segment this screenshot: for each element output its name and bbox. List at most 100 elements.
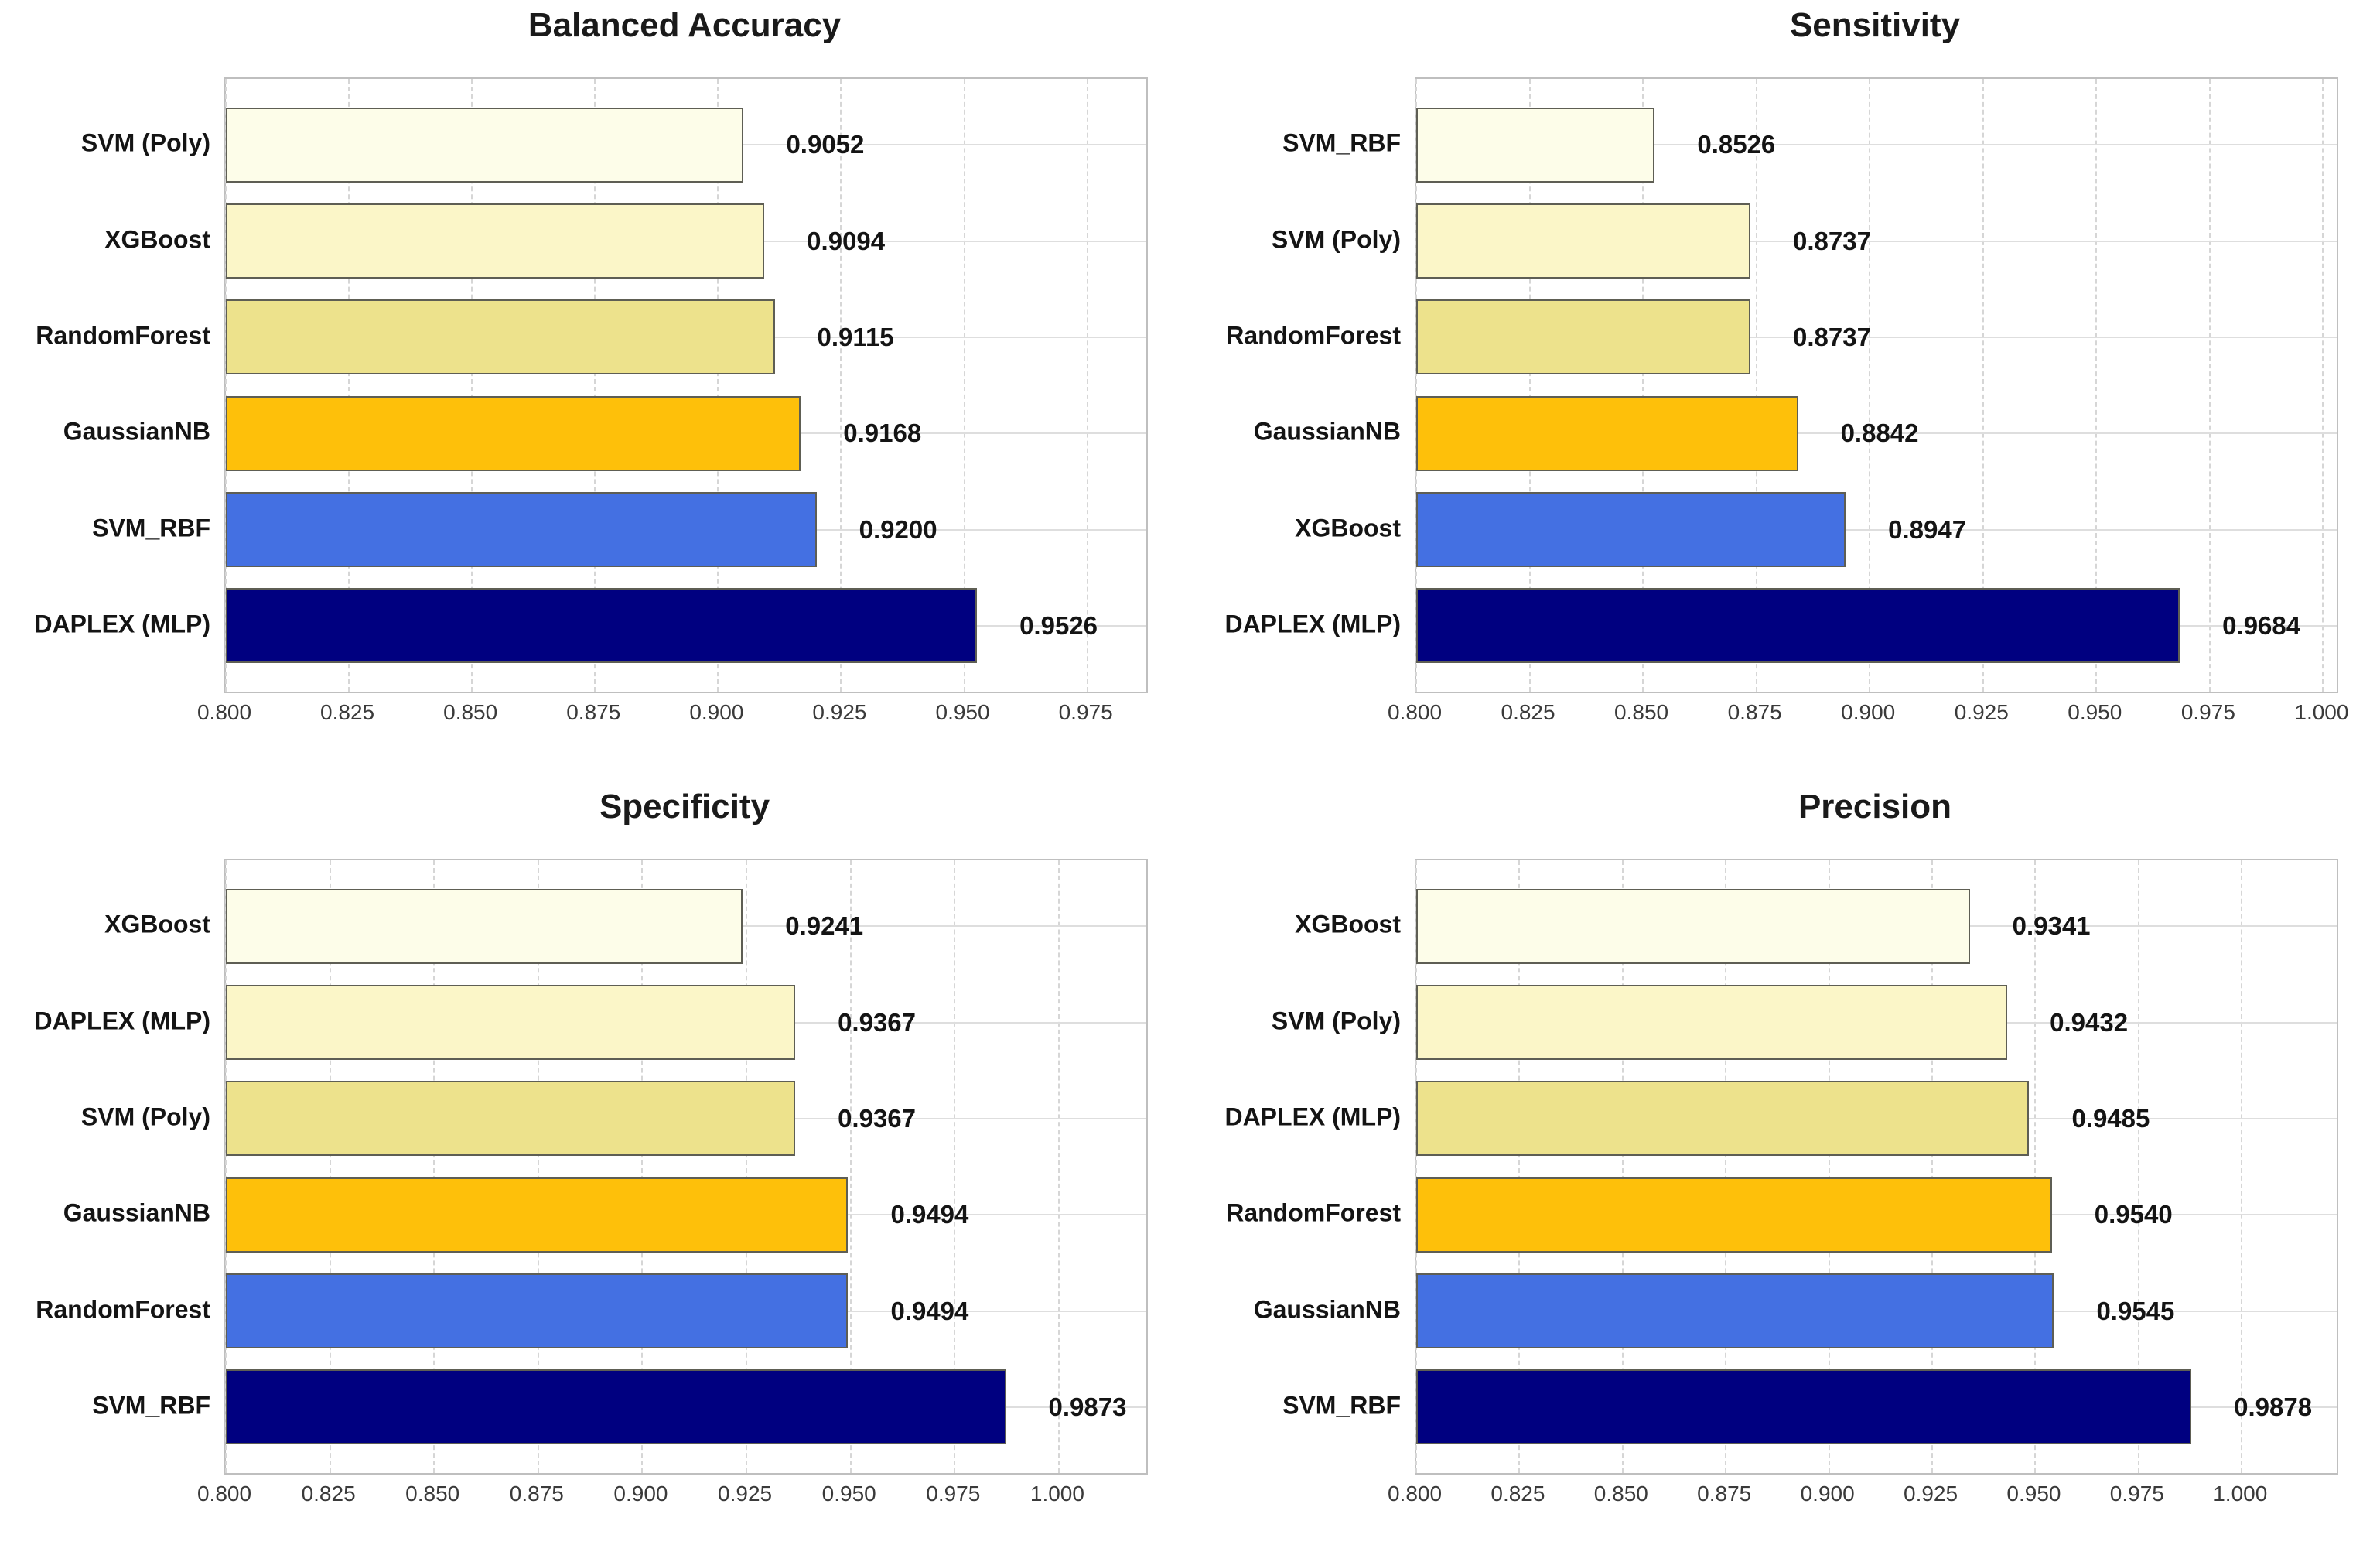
x-tick-label: 0.900 [613, 1482, 668, 1506]
bar-randomforest [226, 299, 775, 375]
value-label-daplex-mlp: 0.9367 [838, 1007, 916, 1037]
x-tick-label: 1.000 [2294, 700, 2349, 724]
category-label-xgboost: XGBoost [1295, 910, 1401, 938]
bar-randomforest [226, 1273, 849, 1348]
y-gridline [1416, 336, 2337, 338]
x-gridline [1518, 860, 1521, 1473]
value-label-svm-rbf: 0.9200 [859, 514, 937, 544]
x-gridline [1642, 79, 1644, 692]
x-gridline [1869, 79, 1871, 692]
x-gridline [1528, 79, 1531, 692]
x-tick-label: 0.875 [566, 700, 621, 724]
x-gridline [1057, 860, 1060, 1473]
x-tick-label: 0.825 [320, 700, 375, 724]
x-tick-label: 0.900 [1800, 1482, 1855, 1506]
bar-daplex-mlp [1416, 588, 2180, 664]
y-gridline [1416, 144, 2337, 146]
bar-svm-poly [1416, 985, 2008, 1060]
category-label-svm-poly: SVM (Poly) [1271, 225, 1401, 253]
x-gridline [537, 860, 539, 1473]
x-gridline [2137, 860, 2139, 1473]
category-label-randomforest: RandomForest [36, 1295, 210, 1323]
x-tick-label: 0.975 [2180, 700, 2235, 724]
category-label-randomforest: RandomForest [36, 321, 210, 350]
x-tick-label: 0.950 [935, 700, 990, 724]
x-gridline [1086, 79, 1088, 692]
value-label-gaussiannb: 0.8842 [1840, 419, 1919, 448]
bar-xgboost [226, 203, 765, 279]
x-tick-label: 0.950 [2006, 1482, 2061, 1506]
bar-svm-poly [226, 1081, 796, 1157]
x-gridline [471, 79, 473, 692]
y-gridline [1416, 240, 2337, 242]
plot-area-specificity: 0.9241 0.9367 0.9367 0.9494 0.9494 0.9873 [224, 859, 1148, 1475]
x-gridline [225, 79, 227, 692]
x-tick-label: 0.850 [443, 700, 498, 724]
value-label-randomforest: 0.8737 [1793, 322, 1871, 351]
value-label-svm-rbf: 0.9878 [2234, 1392, 2313, 1421]
panel-precision: Precision 0.9341 0.9432 0.9485 0.9540 0.9545… [1190, 781, 2380, 1562]
value-label-svm-rbf: 0.9873 [1048, 1392, 1127, 1421]
value-label-xgboost: 0.9241 [785, 911, 864, 941]
x-tick-label: 0.800 [196, 1482, 252, 1506]
x-gridline [641, 860, 644, 1473]
bar-gaussiannb [1416, 395, 1798, 471]
x-gridline [225, 860, 227, 1473]
bar-gaussiannb [226, 1177, 849, 1253]
bar-randomforest [1416, 299, 1751, 375]
category-label-svm-poly: SVM (Poly) [1271, 1007, 1401, 1034]
category-label-xgboost: XGBoost [104, 910, 210, 938]
x-tick-label: 0.925 [718, 1482, 773, 1506]
x-tick-label: 0.850 [1614, 700, 1669, 724]
x-gridline [963, 79, 965, 692]
category-label-svm-rbf: SVM_RBF [1282, 1391, 1401, 1420]
x-tick-label: 0.975 [2109, 1482, 2164, 1506]
category-label-gaussiannb: GaussianNB [63, 1198, 210, 1227]
plot-area-balanced-accuracy: 0.9052 0.9094 0.9115 0.9168 0.9200 0.9526 [224, 77, 1148, 693]
x-gridline [954, 860, 956, 1473]
x-gridline [1415, 79, 1417, 692]
x-tick-label: 0.875 [1697, 1482, 1752, 1506]
category-label-daplex-mlp: DAPLEX (MLP) [34, 1007, 210, 1034]
category-label-randomforest: RandomForest [1226, 1198, 1401, 1227]
bar-daplex-mlp [1416, 1081, 2030, 1157]
x-gridline [2241, 860, 2243, 1473]
value-label-daplex-mlp: 0.9526 [1019, 610, 1098, 640]
x-gridline [2095, 79, 2098, 692]
value-label-xgboost: 0.9094 [807, 226, 886, 255]
category-label-xgboost: XGBoost [104, 225, 210, 253]
x-gridline [2034, 860, 2037, 1473]
value-label-randomforest: 0.9115 [817, 322, 894, 351]
value-label-svm-poly: 0.9052 [786, 130, 865, 159]
x-tick-label: 0.800 [1387, 1482, 1443, 1506]
x-tick-label: 0.875 [1727, 700, 1782, 724]
category-label-gaussiannb: GaussianNB [1253, 417, 1401, 446]
bar-svm-poly [1416, 203, 1751, 279]
bar-gaussiannb [1416, 1273, 2054, 1348]
x-tick-label: 0.925 [1954, 700, 2009, 724]
bar-svm-rbf [1416, 1369, 2192, 1445]
bar-daplex-mlp [226, 985, 796, 1060]
x-gridline [2208, 79, 2211, 692]
x-tick-label: 0.975 [926, 1482, 981, 1506]
x-tick-label: 0.800 [1387, 700, 1443, 724]
category-label-randomforest: RandomForest [1226, 321, 1401, 350]
bar-svm-rbf [226, 492, 817, 567]
x-gridline [329, 860, 331, 1473]
x-tick-label: 0.825 [301, 1482, 356, 1506]
panel-specificity: Specificity 0.9241 0.9367 0.9367 0.9494 0.94… [0, 781, 1190, 1562]
bar-svm-rbf [226, 1369, 1006, 1445]
x-gridline [1621, 860, 1624, 1473]
value-label-svm-poly: 0.8737 [1793, 226, 1871, 255]
x-gridline [1828, 860, 1830, 1473]
category-label-daplex-mlp: DAPLEX (MLP) [1224, 1102, 1401, 1131]
bar-daplex-mlp [226, 588, 978, 664]
x-tick-label: 0.975 [1058, 700, 1113, 724]
bar-xgboost [226, 888, 743, 964]
x-gridline [1415, 860, 1417, 1473]
category-label-gaussiannb: GaussianNB [63, 417, 210, 446]
bar-xgboost [1416, 492, 1846, 567]
x-gridline [2322, 79, 2324, 692]
value-label-daplex-mlp: 0.9485 [2071, 1103, 2150, 1133]
